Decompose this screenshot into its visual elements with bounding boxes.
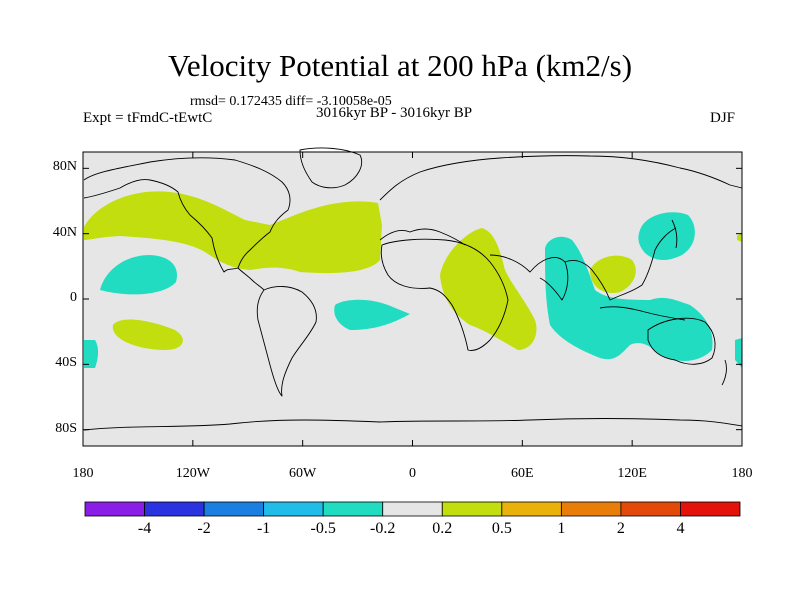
coast-new-zealand (721, 359, 727, 386)
colorbar-label: -1 (256, 520, 271, 537)
coast-japan (671, 219, 678, 249)
region-dateline-south (84, 340, 99, 368)
rmsd-stats: rmsd= 0.172435 diff= -3.10058e-05 (190, 94, 392, 109)
coast-africa (380, 238, 509, 351)
colorbar-swatch (84, 501, 145, 517)
lat-label: 0 (70, 290, 77, 305)
region-south-pacific (112, 319, 183, 350)
lat-label: 80S (55, 420, 77, 436)
colorbar-swatch (203, 501, 265, 517)
colorbar-swatch (501, 501, 562, 517)
colorbar-swatch (620, 501, 681, 517)
region-japan (638, 212, 695, 261)
coast-greenland (299, 147, 363, 189)
colorbar-label: -0.2 (370, 520, 396, 537)
colorbar-swatch (441, 501, 503, 517)
plot-title: Velocity Potential at 200 hPa (km2/s) (167, 48, 633, 83)
coast-antarctica (83, 418, 743, 431)
colorbar-swatch (382, 501, 443, 517)
colorbar-swatch (263, 501, 324, 517)
coast-southeast-asia (564, 227, 677, 301)
colorbar-label: 2 (616, 520, 625, 537)
lon-label: 120E (617, 466, 647, 481)
coast-north-america (83, 157, 291, 273)
negative-anomaly-regions (84, 212, 742, 368)
coast-central-america (237, 267, 265, 291)
colorbar-label: 1 (557, 520, 566, 537)
region-dateline-south-east (735, 338, 742, 368)
region-indian-maritime (545, 236, 713, 362)
lon-label: 180 (731, 466, 753, 481)
region-africa-indian (440, 228, 537, 350)
colorbar-swatch (144, 501, 205, 517)
colorbar-label: 0.2 (432, 520, 453, 537)
colorbar-label: 0.5 (491, 520, 512, 537)
coast-europe-asia (379, 155, 743, 201)
coast-australia (647, 317, 716, 365)
coastlines (83, 147, 743, 431)
period-label: 3016kyr BP - 3016kyr BP (316, 105, 473, 121)
lon-label: 60W (289, 466, 317, 481)
colorbar-label: -0.5 (310, 520, 336, 537)
lon-label: 0 (409, 466, 416, 481)
lon-label: 120W (175, 466, 210, 481)
colorbar-label: -4 (137, 520, 152, 537)
colorbar-swatch (322, 501, 384, 517)
experiment-label: Expt = tFmdC-tEwtC (83, 110, 213, 126)
colorbar (84, 501, 741, 517)
latitude-ticks (83, 167, 742, 431)
region-central-pacific (100, 255, 177, 295)
lat-label: 40N (52, 224, 77, 240)
colorbar-label: -2 (197, 520, 211, 537)
coast-indonesia (599, 306, 686, 321)
colorbar-swatch (680, 501, 741, 517)
lon-label: 180 (72, 466, 94, 481)
region-north-pacific (84, 191, 382, 274)
lat-label: 80N (52, 159, 77, 175)
lon-label: 60E (511, 466, 534, 481)
region-south-atlantic (334, 299, 410, 330)
colorbar-swatch (560, 501, 622, 517)
season-label: DJF (710, 110, 736, 126)
lat-label: 40S (55, 355, 77, 371)
longitude-ticks (82, 152, 743, 446)
region-dateline (737, 232, 742, 242)
colorbar-label: 4 (676, 520, 685, 537)
coast-europe-south (379, 228, 466, 246)
coast-south-america (256, 286, 317, 397)
